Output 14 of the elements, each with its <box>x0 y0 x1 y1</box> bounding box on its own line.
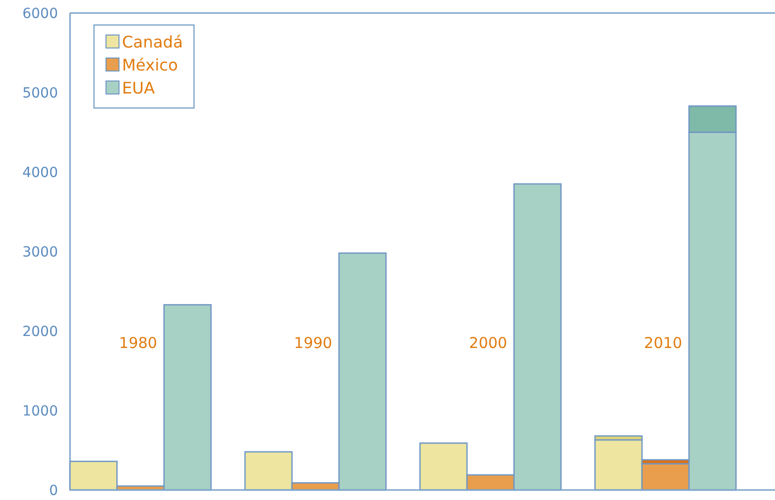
y-tick-label: 4000 <box>22 164 58 181</box>
x-tick-label: 2000 <box>469 334 508 352</box>
x-tick-label: 2010 <box>644 334 682 352</box>
x-tick-label: 1980 <box>119 334 158 352</box>
y-tick-label: 5000 <box>22 85 58 102</box>
y-tick-label: 1000 <box>22 403 58 420</box>
legend-label: EUA <box>122 78 155 98</box>
legend-label: Canadá <box>122 32 183 52</box>
x-tick-label: 1990 <box>294 334 332 352</box>
y-tick-label: 0 <box>49 482 58 499</box>
y-tick-label: 3000 <box>22 244 58 260</box>
legend-label: México <box>122 56 178 75</box>
y-tick-label: 6000 <box>22 6 58 22</box>
y-tick-label: 2000 <box>22 324 58 340</box>
